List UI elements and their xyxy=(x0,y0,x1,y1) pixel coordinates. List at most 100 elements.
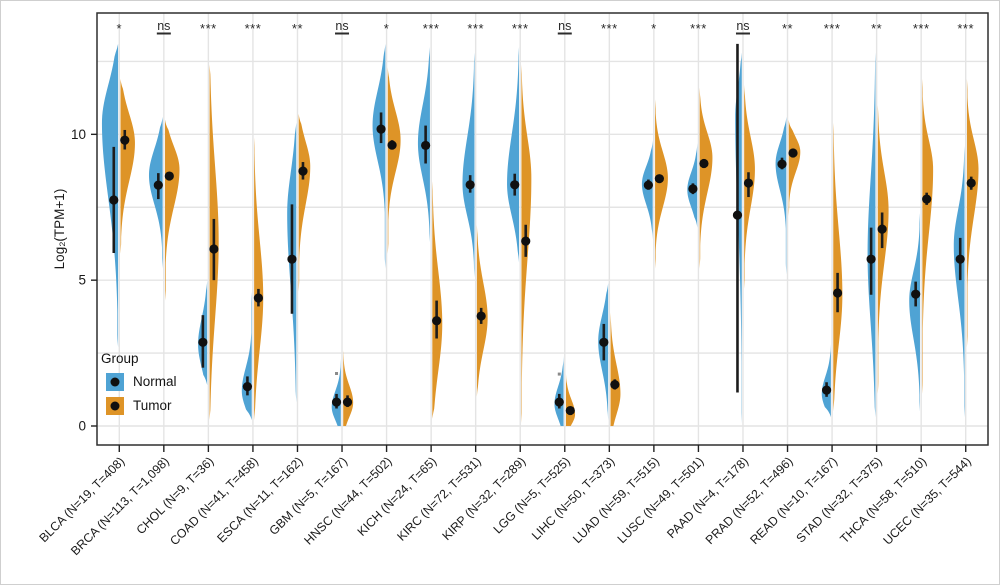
x-tick-label-STAD: STAD (N=32, T=375) xyxy=(793,454,884,545)
mean-point-normal-LUSC xyxy=(688,184,698,194)
mean-point-normal-READ xyxy=(821,385,832,395)
legend-item-tumor: Tumor xyxy=(106,396,177,415)
legend-swatch-tumor-icon xyxy=(106,396,124,415)
y-tick-label: 0 xyxy=(78,419,86,434)
mean-point-normal-UCEC xyxy=(955,254,965,264)
mean-dot-icon xyxy=(110,401,120,410)
sig-label-LIHC: *** xyxy=(601,21,618,36)
x-tick-label-READ: READ (N=10, T=167) xyxy=(747,454,840,547)
sig-label-HNSC: * xyxy=(384,21,390,36)
sig-label-LUSC: *** xyxy=(690,21,707,36)
mean-point-tumor-CHOL xyxy=(209,244,219,254)
mean-point-tumor-UCEC xyxy=(966,178,976,188)
violin-tumor-LUAD xyxy=(655,99,668,269)
violin-normal-COAD xyxy=(241,291,252,421)
violin-tumor-HNSC xyxy=(387,67,401,254)
sig-label-BLCA: * xyxy=(116,21,122,36)
x-tick-label-PRAD: PRAD (N=52, T=496) xyxy=(703,454,796,547)
mean-point-normal-BLCA xyxy=(109,195,119,205)
sig-label-KICH: *** xyxy=(423,21,440,36)
violin-normal-BRCA xyxy=(148,116,163,269)
sig-label-KIRC: *** xyxy=(467,21,484,36)
mean-point-tumor-GBM xyxy=(342,397,353,407)
outlier-normal-LGG xyxy=(557,372,561,376)
mean-point-tumor-LGG xyxy=(565,405,575,416)
mean-point-normal-PRAD xyxy=(777,159,787,169)
violin-tumor-KICH xyxy=(432,181,443,419)
violin-normal-BLCA xyxy=(101,43,119,348)
mean-point-tumor-BLCA xyxy=(120,135,130,145)
x-tick-label-LUAD: LUAD (N=59, T=515) xyxy=(570,454,662,546)
x-tick-label-KIRP: KIRP (N=32, T=289) xyxy=(439,454,528,543)
mean-point-normal-HNSC xyxy=(376,124,386,134)
mean-point-tumor-LIHC xyxy=(610,379,620,390)
mean-point-tumor-PRAD xyxy=(788,148,798,158)
sig-label-PRAD: ** xyxy=(782,21,793,36)
sig-label-STAD: ** xyxy=(871,21,882,36)
violin-tumor-THCA xyxy=(922,78,934,394)
violin-tumor-LGG xyxy=(565,373,576,426)
mean-point-normal-THCA xyxy=(911,289,921,299)
sig-label-COAD: *** xyxy=(245,21,262,36)
mean-point-tumor-BRCA xyxy=(164,171,174,181)
violin-tumor-READ xyxy=(833,122,843,412)
legend-title: Group xyxy=(101,351,139,366)
mean-point-tumor-KIRP xyxy=(521,236,531,246)
legend-label-tumor: Tumor xyxy=(133,397,172,413)
mean-point-normal-GBM xyxy=(331,397,342,407)
x-tick-label-LGG: LGG (N=5, T=525) xyxy=(491,454,573,536)
x-tick-label-COAD: COAD (N=41, T=458) xyxy=(167,454,261,548)
mean-point-tumor-HNSC xyxy=(387,140,397,150)
legend-swatch-normal-icon xyxy=(106,372,124,391)
violin-tumor-STAD xyxy=(877,105,889,394)
x-tick-label-GBM: GBM (N=5, T=167) xyxy=(266,454,350,538)
violin-normal-KIRC xyxy=(462,52,475,278)
violin-tumor-BLCA xyxy=(120,78,135,254)
x-tick-label-ESCA: ESCA (N=11, T=162) xyxy=(214,454,305,545)
mean-point-tumor-KIRC xyxy=(476,311,486,321)
sig-label-PAAD: ns xyxy=(736,19,749,33)
x-tick-label-CHOL: CHOL (N=9, T=36) xyxy=(134,454,217,537)
violin-normal-PRAD xyxy=(775,116,787,275)
mean-dot-icon xyxy=(110,377,120,386)
mean-point-normal-KIRC xyxy=(465,180,475,190)
mean-point-tumor-LUAD xyxy=(654,174,664,184)
mean-point-normal-LIHC xyxy=(599,337,609,347)
mean-point-normal-ESCA xyxy=(287,254,297,264)
y-axis-title: Log₂(TPM+1) xyxy=(52,189,67,270)
violin-normal-HNSC xyxy=(372,43,386,269)
mean-point-tumor-LUSC xyxy=(699,158,709,169)
x-tick-label-LIHC: LIHC (N=50, T=373) xyxy=(529,454,618,543)
x-tick-label-KIRC: KIRC (N=72, T=531) xyxy=(394,454,483,543)
mean-point-tumor-ESCA xyxy=(298,166,308,176)
violin-normal-LUAD xyxy=(641,140,653,240)
mean-point-tumor-KICH xyxy=(432,316,442,326)
sig-label-LGG: ns xyxy=(558,19,571,33)
x-tick-label-BLCA: BLCA (N=19, T=408) xyxy=(36,454,127,545)
mean-point-normal-KIRP xyxy=(510,180,520,190)
violin-normal-GBM xyxy=(331,358,341,426)
violin-tumor-PRAD xyxy=(788,119,801,216)
mean-point-normal-KICH xyxy=(421,140,431,151)
sig-label-KIRP: *** xyxy=(512,21,529,36)
mean-point-tumor-STAD xyxy=(877,224,887,234)
x-tick-label-UCEC: UCEC (N=35, T=544) xyxy=(880,454,973,547)
legend-label-normal: Normal xyxy=(133,373,177,389)
mean-point-normal-LGG xyxy=(554,397,564,407)
mean-point-tumor-COAD xyxy=(253,293,264,303)
x-tick-label-LUSC: LUSC (N=49, T=501) xyxy=(615,454,707,546)
sig-label-LUAD: * xyxy=(651,21,657,36)
legend-item-normal: Normal xyxy=(106,372,177,391)
violin-normal-LGG xyxy=(554,356,564,426)
violin-normal-UCEC xyxy=(953,146,965,418)
sig-label-THCA: *** xyxy=(913,21,930,36)
violin-normal-READ xyxy=(821,344,831,418)
sig-label-GBM: ns xyxy=(335,19,348,33)
x-tick-label-HNSC: HNSC (N=44, T=502) xyxy=(301,454,394,547)
sig-label-BRCA: ns xyxy=(157,19,170,33)
mean-point-normal-LUAD xyxy=(643,180,653,190)
violin-tumor-ESCA xyxy=(298,113,311,292)
mean-point-tumor-THCA xyxy=(922,194,932,204)
